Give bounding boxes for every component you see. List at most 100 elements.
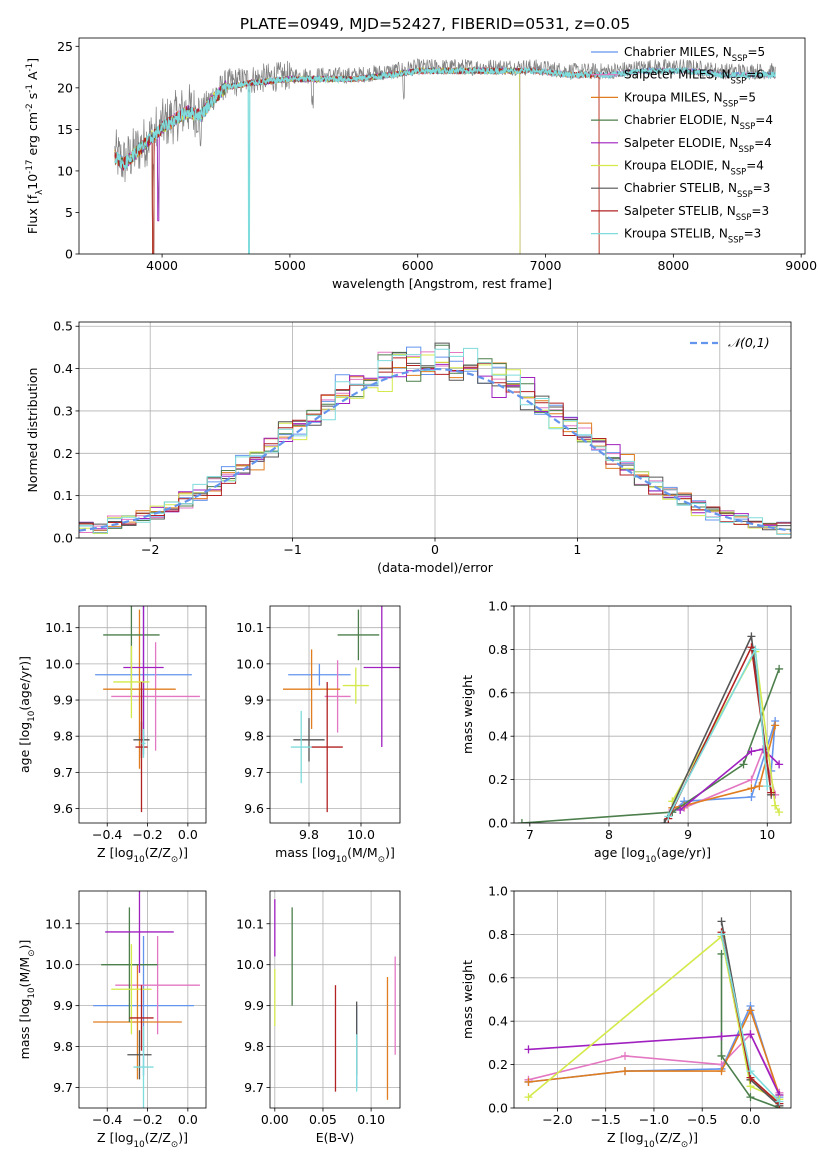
y-axis-label: age [log10(age/yr)]: [17, 656, 37, 773]
x-tick-label: −0.5: [687, 1112, 717, 1127]
mass-weight-vs-Z-axes: −2.0 −1.5 −1.0 −0.5 0.0 0.0 0.2 0.4 0.6 0.8 1.0 Z […: [460, 884, 792, 1150]
plus-marker: [767, 788, 776, 797]
y-tick-label: 0.3: [53, 403, 73, 418]
x-tick-label: 0.0: [178, 1112, 198, 1127]
x-tick-label: −2: [141, 542, 159, 557]
x-tick-label: −0.4: [92, 827, 122, 842]
x-axis-label: (data-model)/error: [377, 560, 494, 575]
y-tick-label: 9.6: [53, 801, 73, 816]
axes-frame: [269, 890, 401, 1109]
axes-frame: [269, 605, 401, 824]
y-tick-label: 1.0: [488, 884, 508, 899]
y-tick-label: 0.4: [488, 729, 508, 744]
y-tick-label: 9.9: [244, 998, 264, 1013]
x-tick-label: 4000: [146, 258, 178, 273]
plot-area: [114, 58, 776, 254]
y-tick-label: 0.4: [488, 1014, 508, 1029]
plus-marker: [747, 747, 756, 756]
x-tick-label: 9: [684, 827, 692, 842]
plus-marker: [717, 1067, 726, 1076]
plus-marker: [746, 1067, 755, 1076]
residual-histogram-step: [79, 347, 791, 535]
y-tick-label: 20: [57, 80, 73, 95]
plus-marker: [620, 1067, 629, 1076]
y-axis-label: mass [log10(M/M⊙)]: [17, 940, 37, 1060]
plus-marker: [775, 760, 784, 769]
y-tick-label: 25: [57, 39, 73, 54]
plus-marker: [747, 775, 756, 784]
plus-marker: [660, 819, 669, 823]
x-axis-label: Z [log10(Z/Z⊙)]: [97, 1130, 188, 1150]
y-tick-label: 15: [57, 122, 73, 137]
x-axis-label: wavelength [Angstrom, rest frame]: [332, 276, 552, 291]
legend-label: 𝒩(0,1): [728, 335, 770, 350]
y-tick-label: 9.9: [53, 693, 73, 708]
y-tick-label: 0.2: [488, 772, 508, 787]
x-tick-label: −0.2: [132, 1112, 162, 1127]
x-tick-label: −1: [283, 542, 301, 557]
mass-weight-line: [528, 1033, 781, 1096]
y-tick-label: 0.1: [53, 488, 73, 503]
mass-weight-line: [720, 953, 780, 1108]
plus-marker: [676, 805, 685, 814]
x-tick-label: 0.00: [261, 1112, 289, 1127]
y-tick-label: 9.8: [244, 1039, 264, 1054]
y-tick-label: 0.5: [53, 319, 73, 334]
legend-label: Salpeter MILES, NSSP=6: [624, 68, 764, 86]
plot-area: [274, 899, 396, 1100]
y-tick-label: 10.0: [45, 957, 73, 972]
mass-vs-Z-axes: −0.4 −0.2 0.0 9.7 9.8 9.9 10.0 10.1 Z [log10(Z/Z…: [17, 890, 207, 1150]
x-tick-label: 7000: [530, 258, 562, 273]
y-tick-label: 9.8: [53, 729, 73, 744]
histogram-axes: −2 −1 0 1 2 0.0 0.1 0.2 0.3 0.4 0.5 (data-model)/er…: [25, 319, 792, 575]
y-tick-label: 9.7: [53, 1080, 73, 1095]
y-tick-label: 9.7: [53, 765, 73, 780]
plus-marker: [717, 1032, 726, 1041]
x-tick-label: −0.4: [92, 1112, 122, 1127]
y-tick-label: 5: [65, 205, 73, 220]
x-axis-label: E(B-V): [316, 1130, 355, 1145]
legend-label: Salpeter ELODIE, NSSP=4: [624, 136, 772, 154]
y-axis-label: Flux [fλ10-17 erg cm-2 s-1 A-1]: [25, 58, 45, 234]
plot-area: [95, 606, 200, 813]
age-vs-Z-axes: −0.4 −0.2 0.0 9.6 9.7 9.8 9.9 10.0 10.1 Z [log10(…: [17, 605, 207, 865]
y-tick-label: 0.4: [53, 361, 73, 376]
x-axis-label: Z [log10(Z/Z⊙)]: [97, 845, 188, 865]
x-axis-label: Z [log10(Z/Z⊙)]: [607, 1130, 698, 1150]
age-vs-mass-axes: 9.8 10.0 9.6 9.7 9.8 9.9 10.0 10.1 mass [log10(M…: [236, 605, 401, 865]
axes-frame: [513, 605, 792, 824]
plus-marker: [717, 1051, 726, 1060]
plus-marker: [763, 782, 772, 791]
x-axis-label: age [log10(age/yr)]: [594, 845, 711, 865]
x-tick-label: 9000: [785, 258, 817, 273]
x-tick-label: 10: [759, 827, 775, 842]
y-tick-label: 9.6: [244, 801, 264, 816]
x-tick-label: −2.0: [542, 1112, 572, 1127]
plus-marker: [771, 721, 780, 730]
x-tick-label: 0: [431, 542, 439, 557]
plus-marker: [717, 917, 726, 926]
x-tick-label: 5000: [274, 258, 306, 273]
x-tick-label: −1.0: [639, 1112, 669, 1127]
y-tick-label: 9.9: [53, 998, 73, 1013]
x-tick-label: 1: [573, 542, 581, 557]
y-tick-label: 0.8: [488, 927, 508, 942]
y-tick-label: 0.0: [488, 1101, 508, 1116]
axes-frame: [78, 605, 207, 824]
plus-marker: [664, 812, 673, 821]
x-tick-label: 9.8: [299, 827, 319, 842]
y-axis-label: mass weight: [460, 675, 475, 754]
mass-vs-ebv-axes: 0.00 0.05 0.10 9.7 9.8 9.9 10.0 10.1 E(B-V): [236, 890, 401, 1145]
plus-marker: [739, 760, 748, 769]
x-tick-label: 8: [605, 827, 613, 842]
plus-marker: [771, 801, 780, 810]
y-tick-label: 0.8: [488, 642, 508, 657]
spectrum-legend: Chabrier MILES, NSSP=5 Salpeter MILES, NS…: [591, 45, 773, 245]
x-tick-label: 10.0: [347, 827, 375, 842]
legend-label: Salpeter STELIB, NSSP=3: [624, 204, 769, 222]
y-tick-label: 0.0: [488, 816, 508, 831]
model-spectrum-line: [114, 66, 776, 254]
y-tick-label: 0.2: [53, 446, 73, 461]
plot-area: [283, 606, 400, 813]
